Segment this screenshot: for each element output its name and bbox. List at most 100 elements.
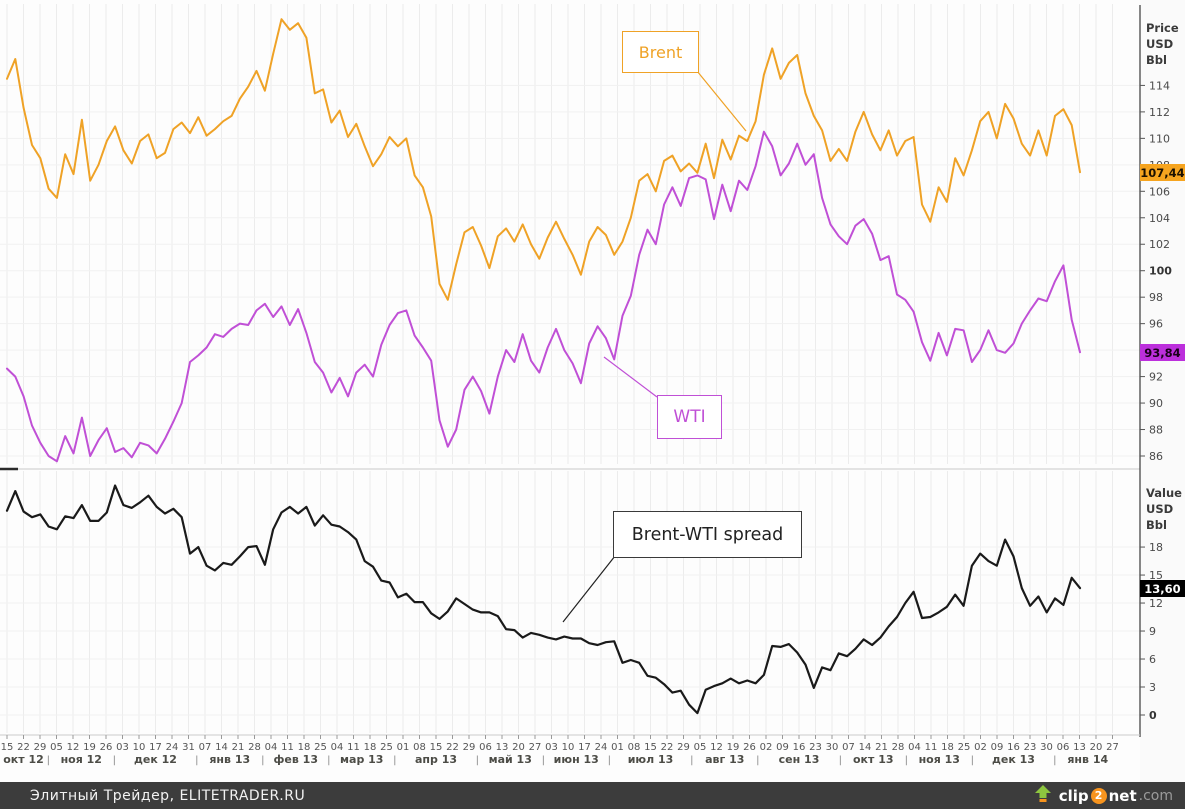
axis-tick-label: 11 (925, 742, 938, 753)
axis-tick-label: 112 (1149, 106, 1170, 119)
bottom-axis-title-line3: Bbl (1146, 518, 1167, 532)
axis-tick-label: 106 (1149, 185, 1170, 198)
axis-tick-label: | (971, 755, 974, 766)
axis-tick-label: 04 (908, 742, 921, 753)
axis-tick-label: 18 (1149, 541, 1163, 554)
axis-tick-label: 25 (380, 742, 393, 753)
axis-tick-label: окт 13 (853, 753, 894, 766)
axis-tick-label: 23 (809, 742, 822, 753)
axis-tick-label: 03 (545, 742, 558, 753)
axis-tick-label: 29 (34, 742, 47, 753)
axis-tick-label: янв 14 (1067, 753, 1108, 766)
logo-com-text: .com (1138, 787, 1173, 804)
logo-2-badge: 2 (1090, 787, 1107, 804)
watermark-bar: Элитный Трейдер, ELITETRADER.RU clip 2 n… (0, 782, 1185, 809)
axis-tick-label: 08 (628, 742, 641, 753)
top-axis-title-line2: USD (1146, 37, 1174, 51)
brent-last-price-badge: 107,44 (1140, 164, 1185, 181)
chart-canvas: 8688909294969810010210410610811011211403… (0, 0, 1185, 782)
axis-tick-label: 15 (1149, 569, 1163, 582)
axis-tick-label: 31 (182, 742, 195, 753)
axis-tick-label: 05 (694, 742, 707, 753)
logo-clip-text: clip (1058, 786, 1089, 805)
bottom-axis-title: Value USD Bbl (1146, 485, 1184, 533)
axis-tick-label: 30 (826, 742, 839, 753)
axis-tick-label: 104 (1149, 212, 1170, 225)
axis-tick-label: 19 (83, 742, 96, 753)
axis-tick-label: 92 (1149, 371, 1163, 384)
axis-tick-label: 19 (727, 742, 740, 753)
axis-tick-label: 25 (314, 742, 327, 753)
axis-tick-label: 10 (133, 742, 146, 753)
axis-tick-label: 29 (463, 742, 476, 753)
spread-last-value-badge: 13,60 (1140, 580, 1185, 597)
logo-net-text: net (1108, 786, 1137, 805)
axis-tick-label: 16 (1007, 742, 1020, 753)
axis-tick-label: 18 (298, 742, 311, 753)
axis-tick-label: 09 (991, 742, 1004, 753)
spread-series-line (5, 484, 1082, 715)
axis-tick-label: дек 12 (134, 753, 177, 766)
axis-tick-label: 25 (958, 742, 971, 753)
wti-callout-line (603, 356, 658, 398)
axis-tick-label: 15 (1, 742, 14, 753)
upload-arrow-icon (1033, 784, 1053, 807)
axis-tick-label: 04 (265, 742, 278, 753)
axis-tick-label: ноя 13 (919, 753, 960, 766)
axis-tick-label: 16 (793, 742, 806, 753)
axis-tick-label: | (476, 755, 479, 766)
wti-last-price-badge: 93,84 (1140, 344, 1185, 361)
credit-text: Элитный Трейдер, ELITETRADER.RU (30, 787, 306, 804)
axis-tick-label: 13 (1073, 742, 1086, 753)
axis-tick-label: 114 (1149, 79, 1170, 92)
axis-tick-label: 21 (875, 742, 888, 753)
axis-tick-label: дек 13 (992, 753, 1035, 766)
axis-tick-label: 90 (1149, 397, 1163, 410)
axis-tick-label: 15 (430, 742, 443, 753)
axis-tick-label: 23 (1024, 742, 1037, 753)
axis-tick-label: 24 (595, 742, 608, 753)
axis-tick-label: 11 (347, 742, 360, 753)
axis-tick-label: 26 (100, 742, 113, 753)
spread-callout-line (562, 555, 616, 623)
axis-tick-label: 11 (281, 742, 294, 753)
wti-series-line (6, 130, 1081, 463)
axis-tick-label: 05 (50, 742, 63, 753)
axis-tick-label: 07 (199, 742, 212, 753)
axis-tick-label: 22 (446, 742, 459, 753)
axis-tick-label: 08 (413, 742, 426, 753)
axis-tick-label: 102 (1149, 238, 1170, 251)
axis-tick-label: 22 (661, 742, 674, 753)
axis-tick-label: 12 (67, 742, 80, 753)
axis-tick-label: 28 (892, 742, 905, 753)
axis-tick-label: 0 (1149, 709, 1157, 722)
axis-tick-label: | (47, 755, 50, 766)
axis-tick-label: 26 (743, 742, 756, 753)
axis-tick-label: 12 (710, 742, 723, 753)
axis-tick-label: 06 (1057, 742, 1070, 753)
axis-tick-label: 09 (776, 742, 789, 753)
axis-tick-label: мар 13 (340, 753, 383, 766)
axis-tick-label: 88 (1149, 424, 1163, 437)
axis-tick-label: 07 (842, 742, 855, 753)
axis-tick-label: 30 (1040, 742, 1053, 753)
axis-tick-label: | (327, 755, 330, 766)
brent-series-label: Brent (622, 31, 699, 73)
axis-tick-label: 04 (331, 742, 344, 753)
axis-tick-label: 22 (17, 742, 30, 753)
axis-tick-label: сен 13 (779, 753, 820, 766)
top-axis-title: Price USD Bbl (1146, 20, 1184, 68)
axis-tick-label: 27 (1106, 742, 1119, 753)
axis-tick-label: | (393, 755, 396, 766)
axis-tick-label: 86 (1149, 450, 1163, 463)
axis-tick-label: ноя 12 (61, 753, 102, 766)
chart-background (0, 0, 1185, 782)
axis-tick-label: 18 (364, 742, 377, 753)
brent-callout-line (696, 70, 747, 132)
axis-tick-label: | (608, 755, 611, 766)
axis-tick-label: 10 (562, 742, 575, 753)
brent-series-line (6, 18, 1081, 301)
axis-tick-label: 15 (644, 742, 657, 753)
axis-tick-label: 03 (116, 742, 129, 753)
axis-tick-label: май 13 (489, 753, 532, 766)
